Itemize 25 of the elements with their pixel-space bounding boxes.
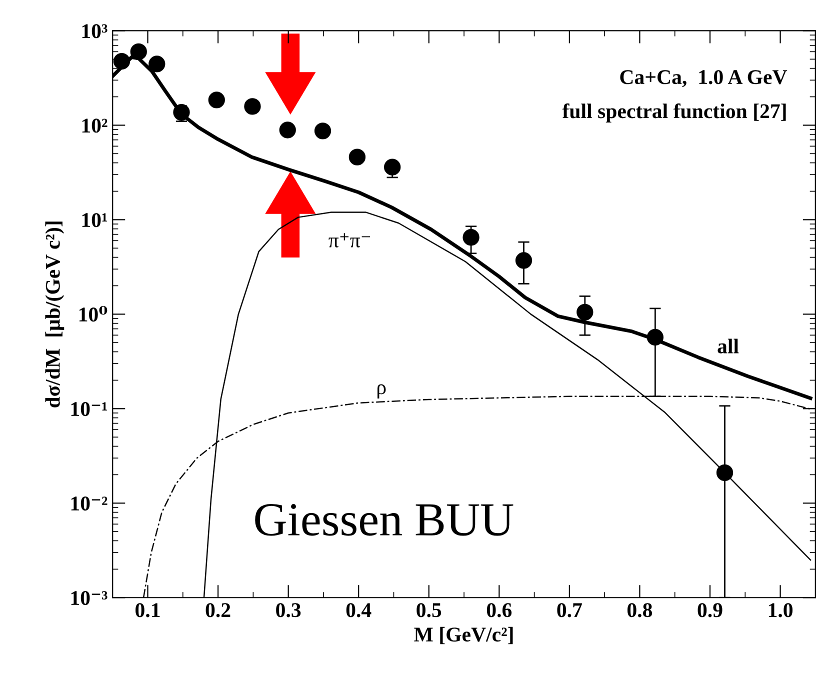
- annotation: Giessen BUU: [255, 504, 514, 536]
- x-tick-label: 0.8: [627, 603, 652, 618]
- x-tick-label: 1.0: [768, 603, 793, 618]
- annotation: all: [718, 338, 739, 354]
- x-tick-label: 0.7: [557, 603, 582, 618]
- x-tick-label: 0.9: [698, 603, 722, 618]
- x-axis-title: M [GeV/c²]: [414, 626, 513, 644]
- x-tick-label: 0.2: [206, 603, 230, 618]
- y-tick-label: 10²: [82, 118, 108, 133]
- x-tick-label: 0.1: [136, 603, 160, 618]
- annotation: π⁺π⁻: [328, 233, 370, 248]
- y-tick-label: 10⁻¹: [71, 402, 107, 416]
- annotation: ρ: [378, 384, 386, 398]
- x-tick-label: 0.6: [486, 603, 512, 618]
- x-tick-label: 0.5: [416, 603, 442, 618]
- annotation: full spectral function [27]: [562, 103, 786, 122]
- y-tick-label: 10³: [82, 24, 108, 38]
- y-tick-label: 10¹: [82, 213, 107, 228]
- y-tick-label: 10⁰: [79, 306, 108, 322]
- x-tick-label: 0.3: [276, 603, 301, 618]
- x-tick-label: 0.4: [346, 603, 372, 618]
- y-tick-label: 10⁻²: [71, 496, 108, 511]
- annotation: Ca+Ca, 1.0 A GeV: [620, 70, 788, 88]
- y-axis-title: dσ/dM [μb/(GeV c²)]: [45, 222, 64, 408]
- y-tick-label: 10⁻³: [71, 591, 108, 606]
